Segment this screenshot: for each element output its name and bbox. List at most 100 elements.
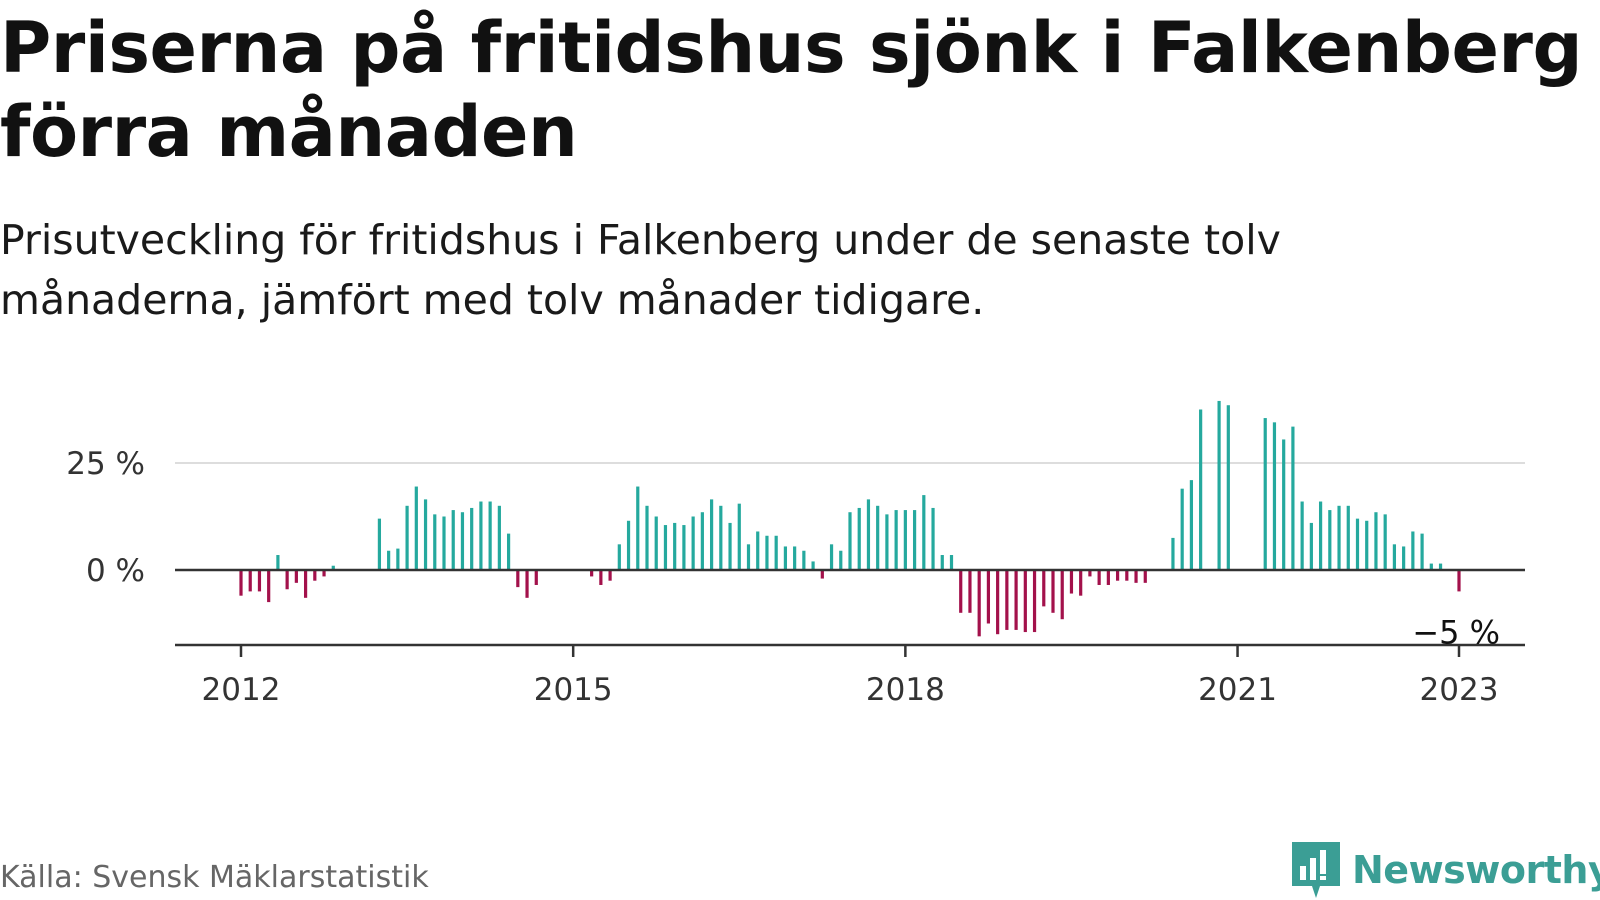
bar <box>1346 505 1350 570</box>
bar <box>922 495 926 570</box>
bar <box>949 555 954 570</box>
x-tick-label: 2012 <box>202 672 281 708</box>
bar <box>313 570 317 581</box>
bar <box>257 570 262 592</box>
bar <box>460 512 465 570</box>
bar <box>1014 570 1018 630</box>
bar <box>1097 570 1101 585</box>
bar <box>1079 570 1083 596</box>
bar-chart: 0 % 25 % 2012 2015 2018 2021 2023 −5 % <box>66 400 1525 708</box>
bar <box>1088 570 1092 577</box>
bar <box>691 516 695 570</box>
x-tick-label: 2015 <box>534 672 613 708</box>
x-tick-label: 2023 <box>1420 672 1499 708</box>
bar <box>377 518 382 570</box>
bar <box>322 570 326 577</box>
chart-title: Priserna på fritidshus sjönk i Falkenber… <box>0 7 1583 173</box>
bar <box>276 555 280 570</box>
bar <box>1060 570 1064 620</box>
bar <box>663 525 668 570</box>
bar <box>1411 531 1415 570</box>
source-note: Källa: Svensk Mäklarstatistik <box>0 860 429 895</box>
bar <box>839 550 843 570</box>
latest-value-label: −5 % <box>1412 613 1500 651</box>
bar <box>525 570 529 598</box>
bar <box>1263 418 1267 570</box>
bar <box>719 505 723 570</box>
bar <box>516 570 520 588</box>
bar <box>673 522 677 570</box>
bar <box>617 544 621 570</box>
bar <box>765 535 769 570</box>
bar <box>331 565 335 570</box>
bar <box>303 570 308 598</box>
bar <box>239 570 243 596</box>
bar <box>746 544 751 570</box>
bar <box>451 510 455 570</box>
bar <box>1365 520 1369 570</box>
bar <box>1457 570 1461 592</box>
bar <box>654 516 658 570</box>
bar <box>996 570 1000 635</box>
bar <box>1420 533 1424 570</box>
bar <box>811 561 815 570</box>
chart-subtitle: Prisutveckling för fritidshus i Falkenbe… <box>0 216 1281 324</box>
y-axis-ticks: 0 % 25 % <box>66 446 145 589</box>
bar <box>1005 570 1009 630</box>
bar <box>1042 570 1046 607</box>
bar <box>1069 570 1074 594</box>
bar <box>1291 426 1295 570</box>
bar <box>534 570 538 585</box>
bar <box>1023 570 1027 633</box>
y-tick-label: 0 % <box>86 553 145 589</box>
brand-logo[interactable]: Newsworthy <box>1290 840 1600 900</box>
bar <box>931 507 935 570</box>
bar <box>645 505 649 570</box>
bar <box>405 505 409 570</box>
bar <box>396 548 400 570</box>
bar <box>756 531 760 570</box>
bar <box>1282 439 1286 570</box>
bar <box>1171 537 1175 570</box>
bar <box>876 505 880 570</box>
bar <box>968 570 972 613</box>
bar <box>387 550 391 570</box>
bar <box>1309 522 1313 570</box>
bar <box>783 546 788 570</box>
bar <box>479 501 483 570</box>
brand-name: Newsworthy <box>1352 848 1600 892</box>
bar <box>1383 514 1387 570</box>
bar <box>294 570 298 583</box>
x-tick-label: 2021 <box>1198 672 1277 708</box>
bar <box>414 486 418 570</box>
bar <box>700 512 704 570</box>
bar <box>1402 546 1406 570</box>
bar <box>1438 563 1443 570</box>
bar <box>1226 405 1230 570</box>
bar <box>488 501 492 570</box>
bar <box>1032 570 1037 633</box>
bar <box>1272 422 1277 570</box>
bar <box>590 570 594 577</box>
bar <box>1106 570 1110 585</box>
x-axis-ticks: 2012 2015 2018 2021 2023 <box>202 645 1499 708</box>
bar <box>709 499 714 570</box>
bar <box>599 570 603 585</box>
bar <box>912 510 917 570</box>
bar <box>682 525 686 570</box>
bar <box>1328 510 1332 570</box>
bar <box>1429 563 1433 570</box>
bar <box>820 570 824 579</box>
bar <box>1392 544 1397 570</box>
bar <box>1337 505 1341 570</box>
bar <box>506 533 511 570</box>
bar <box>1199 409 1203 570</box>
bar <box>959 570 963 613</box>
bar <box>1051 570 1055 613</box>
bar <box>1355 518 1360 570</box>
bar <box>866 499 871 570</box>
bar <box>977 570 981 637</box>
bar <box>267 570 271 603</box>
bar <box>1318 501 1323 570</box>
y-tick-label: 25 % <box>66 446 145 482</box>
